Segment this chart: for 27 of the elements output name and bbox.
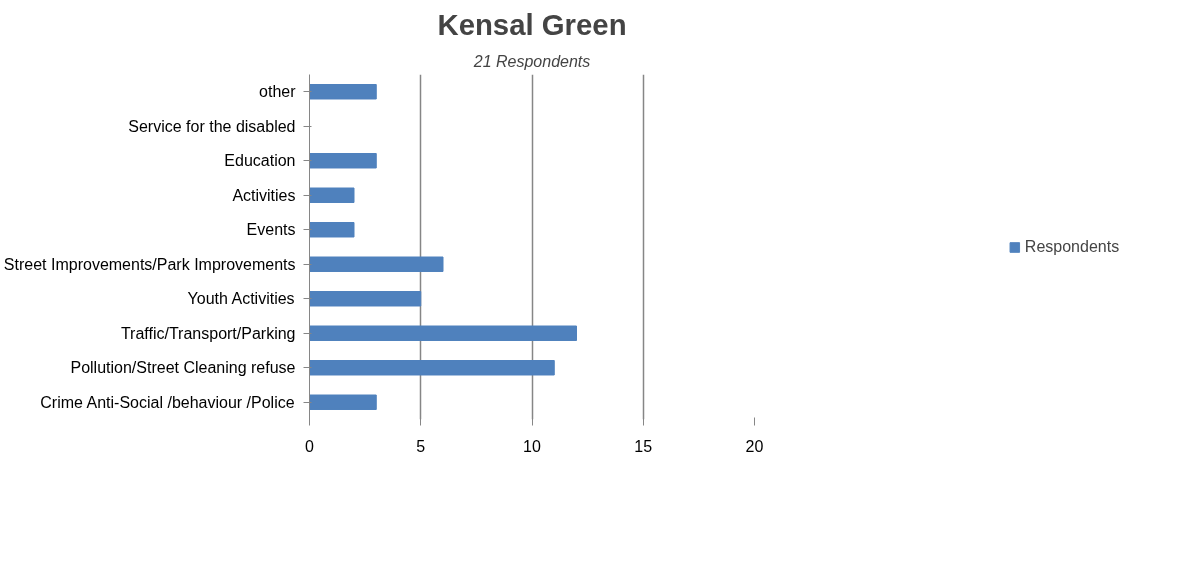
bar (309, 325, 577, 341)
bar (309, 187, 355, 203)
bar (309, 256, 444, 272)
bar (309, 153, 377, 169)
chart-subtitle: 21 Respondents (472, 52, 591, 70)
y-tick-label: Crime Anti-Social /behaviour /Police (40, 393, 295, 411)
bar (309, 291, 422, 307)
x-tick-label: 15 (634, 437, 653, 455)
bar (309, 222, 355, 238)
bar (309, 84, 377, 100)
y-tick-label: Service for the disabled (128, 117, 296, 135)
bar (309, 360, 555, 376)
y-tick-label: Education (224, 152, 296, 170)
bar (309, 394, 377, 410)
x-tick-label: 5 (416, 437, 426, 455)
y-tick-label: Pollution/Street Cleaning refuse (70, 359, 296, 377)
y-tick-label: Activities (232, 186, 296, 204)
x-tick-label: 20 (745, 437, 764, 455)
y-tick-label: Events (246, 221, 296, 239)
x-tick-label: 0 (305, 437, 315, 455)
y-tick-label: Traffic/Transport/Parking (120, 324, 296, 342)
legend-label: Respondents (1024, 237, 1120, 256)
y-tick-label: Youth Activities (187, 290, 295, 308)
y-tick-label: Street Improvements/Park Improvements (3, 255, 296, 273)
y-tick-label: other (259, 83, 297, 101)
x-tick-label: 10 (523, 437, 541, 455)
chart-title: Kensal Green (437, 7, 627, 41)
